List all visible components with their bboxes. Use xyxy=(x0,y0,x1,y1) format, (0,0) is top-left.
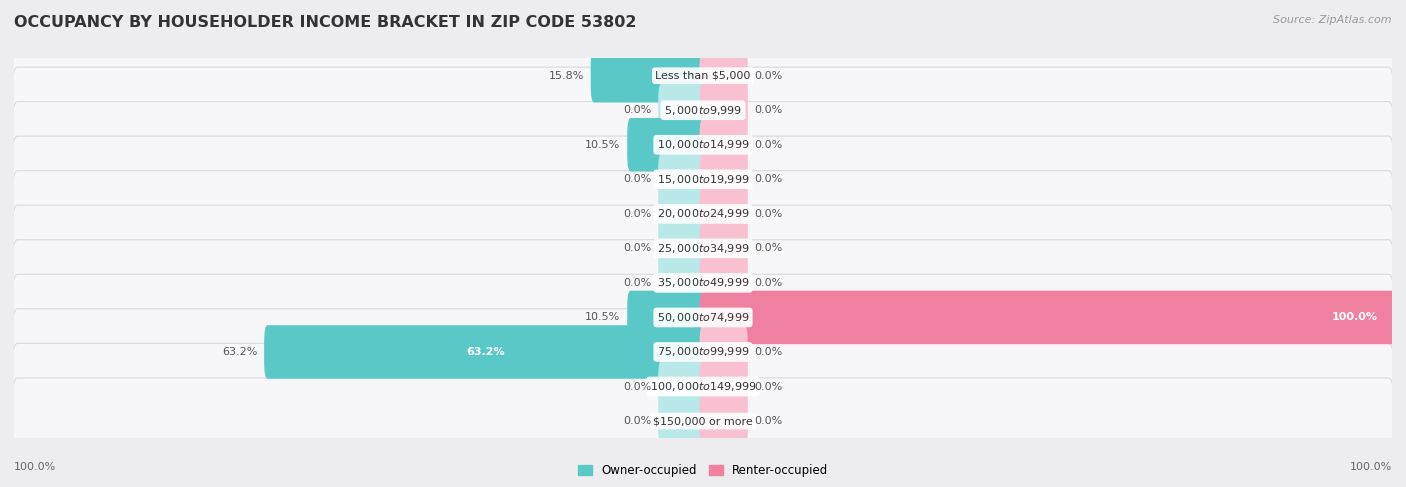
Text: 100.0%: 100.0% xyxy=(1331,313,1378,322)
FancyBboxPatch shape xyxy=(700,49,748,102)
FancyBboxPatch shape xyxy=(700,325,748,379)
FancyBboxPatch shape xyxy=(13,343,1393,430)
Text: 0.0%: 0.0% xyxy=(755,347,783,357)
FancyBboxPatch shape xyxy=(13,136,1393,223)
Text: $150,000 or more: $150,000 or more xyxy=(654,416,752,426)
FancyBboxPatch shape xyxy=(700,187,748,241)
Text: 100.0%: 100.0% xyxy=(14,462,56,472)
Text: 0.0%: 0.0% xyxy=(623,278,651,288)
Text: 0.0%: 0.0% xyxy=(755,105,783,115)
FancyBboxPatch shape xyxy=(13,102,1393,188)
Text: $10,000 to $14,999: $10,000 to $14,999 xyxy=(657,138,749,151)
Text: $15,000 to $19,999: $15,000 to $19,999 xyxy=(657,173,749,186)
Text: 63.2%: 63.2% xyxy=(222,347,257,357)
Text: OCCUPANCY BY HOUSEHOLDER INCOME BRACKET IN ZIP CODE 53802: OCCUPANCY BY HOUSEHOLDER INCOME BRACKET … xyxy=(14,15,637,30)
Text: 0.0%: 0.0% xyxy=(623,174,651,184)
FancyBboxPatch shape xyxy=(700,118,748,171)
Legend: Owner-occupied, Renter-occupied: Owner-occupied, Renter-occupied xyxy=(572,459,834,482)
Text: $75,000 to $99,999: $75,000 to $99,999 xyxy=(657,345,749,358)
Text: 63.2%: 63.2% xyxy=(465,347,505,357)
Text: 0.0%: 0.0% xyxy=(755,174,783,184)
FancyBboxPatch shape xyxy=(264,325,706,379)
Text: 10.5%: 10.5% xyxy=(585,313,620,322)
FancyBboxPatch shape xyxy=(700,222,748,275)
Text: 0.0%: 0.0% xyxy=(623,209,651,219)
Text: $5,000 to $9,999: $5,000 to $9,999 xyxy=(664,104,742,117)
Text: $35,000 to $49,999: $35,000 to $49,999 xyxy=(657,277,749,289)
FancyBboxPatch shape xyxy=(700,291,1395,344)
Text: 0.0%: 0.0% xyxy=(755,416,783,426)
FancyBboxPatch shape xyxy=(13,67,1393,153)
FancyBboxPatch shape xyxy=(13,240,1393,326)
Text: 0.0%: 0.0% xyxy=(755,381,783,392)
FancyBboxPatch shape xyxy=(658,256,706,310)
FancyBboxPatch shape xyxy=(658,187,706,241)
FancyBboxPatch shape xyxy=(658,83,706,137)
Text: 0.0%: 0.0% xyxy=(755,209,783,219)
FancyBboxPatch shape xyxy=(700,256,748,310)
FancyBboxPatch shape xyxy=(658,360,706,413)
Text: $25,000 to $34,999: $25,000 to $34,999 xyxy=(657,242,749,255)
Text: 0.0%: 0.0% xyxy=(623,105,651,115)
FancyBboxPatch shape xyxy=(13,274,1393,360)
FancyBboxPatch shape xyxy=(700,360,748,413)
Text: 0.0%: 0.0% xyxy=(623,244,651,253)
Text: Less than $5,000: Less than $5,000 xyxy=(655,71,751,81)
FancyBboxPatch shape xyxy=(13,378,1393,464)
Text: 0.0%: 0.0% xyxy=(755,278,783,288)
FancyBboxPatch shape xyxy=(13,309,1393,395)
Text: $100,000 to $149,999: $100,000 to $149,999 xyxy=(650,380,756,393)
Text: 10.5%: 10.5% xyxy=(585,140,620,150)
FancyBboxPatch shape xyxy=(700,152,748,206)
FancyBboxPatch shape xyxy=(591,49,706,102)
Text: $50,000 to $74,999: $50,000 to $74,999 xyxy=(657,311,749,324)
Text: 0.0%: 0.0% xyxy=(623,416,651,426)
Text: 0.0%: 0.0% xyxy=(623,381,651,392)
Text: 15.8%: 15.8% xyxy=(548,71,583,81)
FancyBboxPatch shape xyxy=(658,152,706,206)
Text: Source: ZipAtlas.com: Source: ZipAtlas.com xyxy=(1274,15,1392,25)
FancyBboxPatch shape xyxy=(658,394,706,448)
FancyBboxPatch shape xyxy=(658,222,706,275)
Text: 100.0%: 100.0% xyxy=(1350,462,1392,472)
Text: 0.0%: 0.0% xyxy=(755,140,783,150)
FancyBboxPatch shape xyxy=(700,394,748,448)
Text: 0.0%: 0.0% xyxy=(755,71,783,81)
FancyBboxPatch shape xyxy=(700,83,748,137)
Text: $20,000 to $24,999: $20,000 to $24,999 xyxy=(657,207,749,220)
FancyBboxPatch shape xyxy=(13,33,1393,119)
Text: 0.0%: 0.0% xyxy=(755,244,783,253)
FancyBboxPatch shape xyxy=(627,291,706,344)
FancyBboxPatch shape xyxy=(13,205,1393,292)
FancyBboxPatch shape xyxy=(13,170,1393,257)
FancyBboxPatch shape xyxy=(627,118,706,171)
